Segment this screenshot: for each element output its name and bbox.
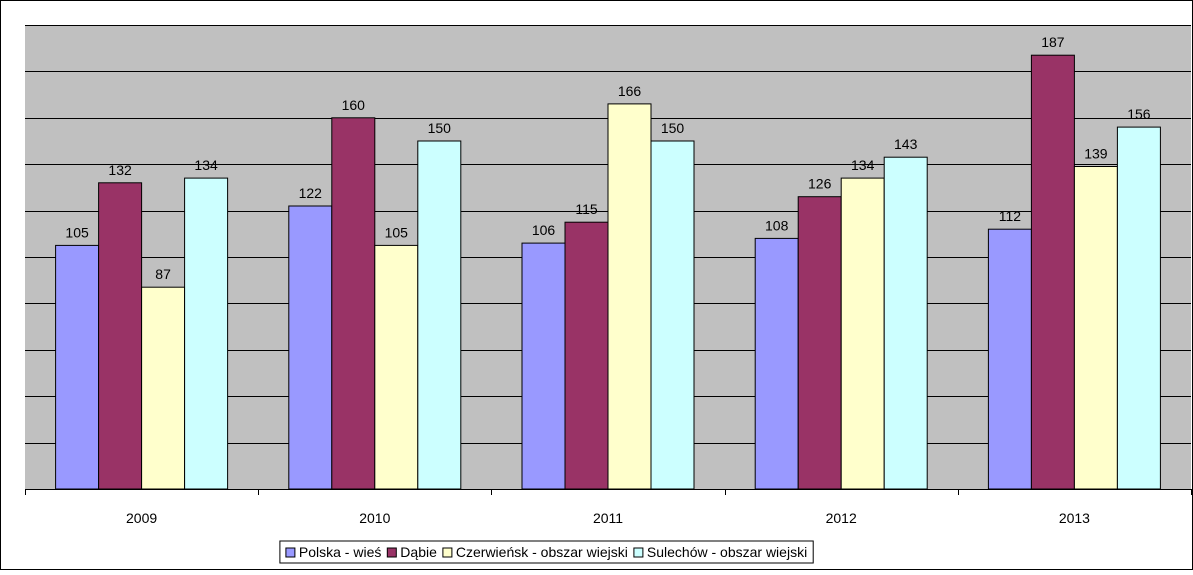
data-label: 122 — [299, 185, 323, 201]
legend-item: Polska - wieś — [285, 544, 381, 560]
data-label: 139 — [1084, 146, 1108, 162]
x-axis: 2009 2010 2011 2012 2013 — [25, 489, 1192, 526]
bar — [754, 237, 799, 490]
legend-swatch — [442, 547, 453, 558]
data-label: 166 — [618, 83, 642, 99]
data-label: 134 — [194, 157, 218, 173]
data-label: 112 — [999, 208, 1022, 224]
bar — [331, 117, 376, 490]
data-labels: 105 122 106 108 112 132 160 115 126 187 87 105 166 13… — [65, 34, 1150, 282]
legend-swatch — [285, 547, 296, 558]
legend-label: Sulechów - obszar wiejski — [647, 544, 807, 560]
x-tick-label: 2010 — [359, 510, 390, 526]
data-label: 132 — [108, 162, 132, 178]
data-label: 115 — [575, 201, 598, 217]
x-tick-label: 2012 — [826, 510, 857, 526]
data-label: 108 — [765, 217, 789, 233]
bar — [141, 286, 186, 490]
legend-label: Polska - wieś — [299, 544, 381, 560]
legend-swatch — [386, 547, 397, 558]
legend-label: Dąbie — [400, 544, 437, 560]
data-label: 156 — [1127, 106, 1151, 122]
bar — [184, 177, 229, 490]
bar — [564, 221, 609, 490]
bar — [1116, 126, 1161, 490]
bar — [1073, 166, 1118, 490]
bar — [840, 177, 885, 490]
x-tick-label: 2009 — [126, 510, 157, 526]
data-label: 143 — [894, 136, 918, 152]
data-label: 150 — [428, 120, 452, 136]
legend-item: Czerwieńsk - obszar wiejski — [442, 544, 628, 560]
data-label: 187 — [1041, 34, 1065, 50]
data-label: 105 — [65, 224, 89, 240]
bars — [55, 54, 1161, 490]
data-label: 134 — [851, 157, 875, 173]
data-label: 150 — [661, 120, 685, 136]
bar — [883, 156, 928, 490]
bar — [98, 182, 143, 490]
x-tick-label: 2013 — [1059, 510, 1090, 526]
legend-label: Czerwieńsk - obszar wiejski — [456, 544, 628, 560]
bar — [417, 140, 462, 490]
bar — [521, 242, 566, 490]
legend-item: Dąbie — [386, 544, 437, 560]
data-label: 105 — [385, 224, 409, 240]
bar — [55, 244, 100, 490]
data-label: 87 — [155, 266, 171, 282]
legend-swatch — [633, 547, 644, 558]
bar — [374, 244, 419, 490]
legend-box: Polska - wieś Dąbie Czerwieńsk - obszar wi… — [279, 540, 814, 564]
legend: Polska - wieś Dąbie Czerwieńsk - obszar wi… — [279, 540, 814, 564]
bar — [1030, 54, 1075, 490]
bar — [797, 196, 842, 490]
data-label: 106 — [532, 222, 556, 238]
data-label: 126 — [808, 176, 832, 192]
x-tick-label: 2011 — [593, 510, 623, 526]
bar — [288, 205, 333, 490]
legend-item: Sulechów - obszar wiejski — [633, 544, 807, 560]
bar — [650, 140, 695, 490]
data-label: 160 — [342, 97, 366, 113]
bar — [987, 228, 1032, 490]
bar — [607, 103, 652, 490]
legend-frame — [279, 540, 814, 564]
